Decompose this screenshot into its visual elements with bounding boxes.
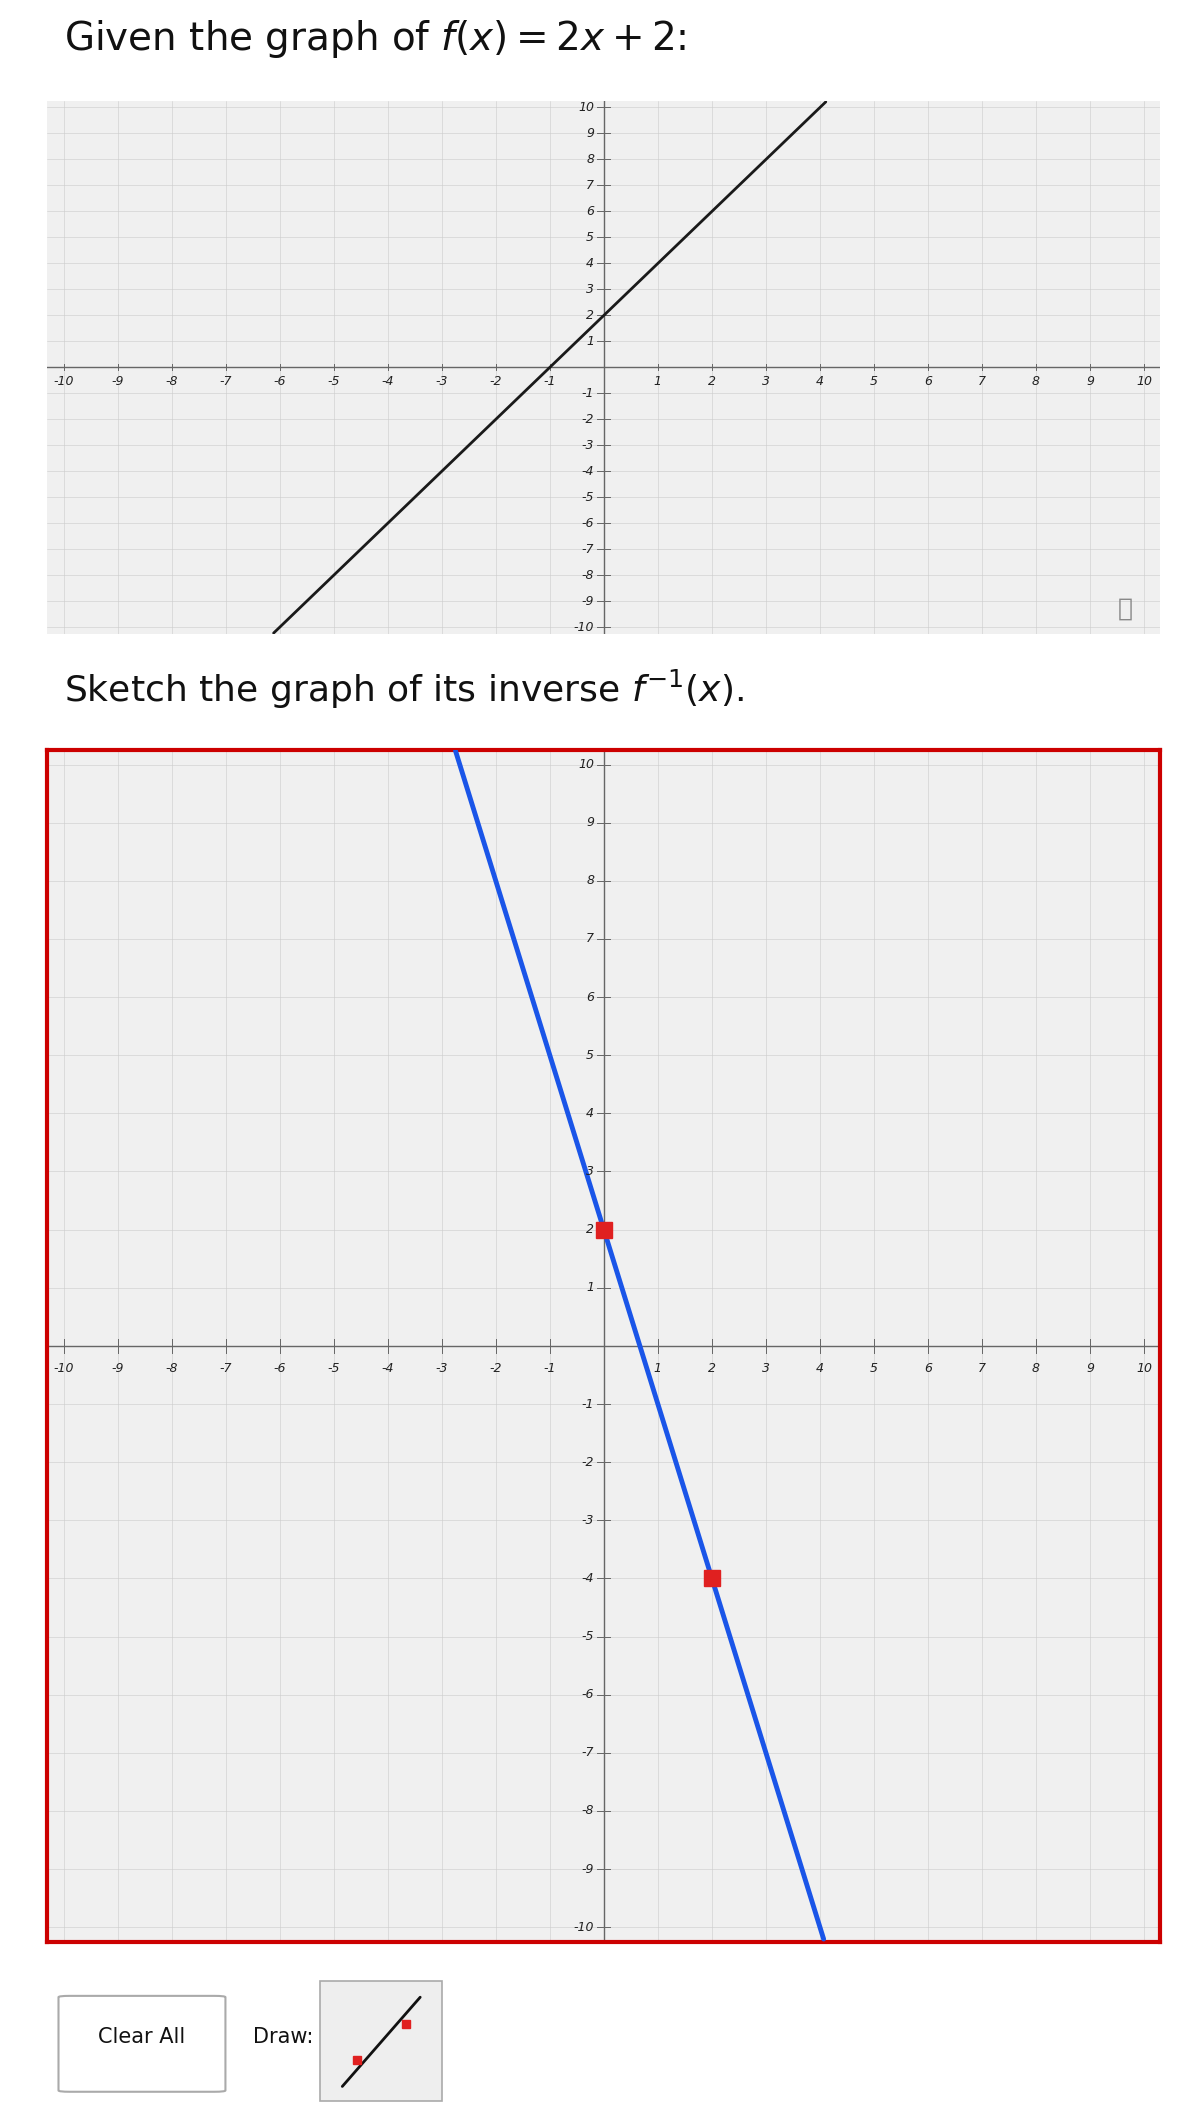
FancyBboxPatch shape [320, 1982, 443, 2100]
Text: -5: -5 [328, 1361, 340, 1376]
Text: -1: -1 [543, 1361, 556, 1376]
Text: -2: -2 [581, 413, 594, 426]
Text: -2: -2 [489, 1361, 502, 1376]
Text: -8: -8 [581, 1804, 594, 1816]
Text: 2: 2 [708, 1361, 716, 1376]
Text: -4: -4 [381, 1361, 394, 1376]
Text: 10: 10 [578, 758, 594, 771]
Text: 6: 6 [586, 205, 594, 218]
Text: Sketch the graph of its inverse $\mathit{f}^{-1}(x)$.: Sketch the graph of its inverse $\mathit… [64, 667, 744, 711]
Text: -6: -6 [274, 1361, 285, 1376]
Text: 6: 6 [924, 375, 932, 387]
Text: 6: 6 [924, 1361, 932, 1376]
Text: 2: 2 [708, 375, 716, 387]
Text: 8: 8 [586, 874, 594, 887]
Text: ⌕: ⌕ [1118, 597, 1132, 620]
Text: -10: -10 [53, 1361, 73, 1376]
Text: -9: -9 [581, 1863, 594, 1876]
Text: 10: 10 [578, 102, 594, 114]
Text: 4: 4 [586, 1107, 594, 1120]
Text: 5: 5 [870, 1361, 879, 1376]
Text: -9: -9 [581, 595, 594, 608]
Text: -9: -9 [111, 1361, 124, 1376]
Text: -5: -5 [581, 491, 594, 504]
Text: -7: -7 [581, 1747, 594, 1759]
Text: -8: -8 [166, 375, 178, 387]
Text: 4: 4 [586, 256, 594, 269]
Text: -5: -5 [581, 1630, 594, 1643]
Text: -10: -10 [53, 375, 73, 387]
Text: 1: 1 [586, 334, 594, 347]
Text: 6: 6 [586, 991, 594, 1003]
Text: -7: -7 [219, 1361, 232, 1376]
Text: -1: -1 [543, 375, 556, 387]
Text: Given the graph of $f(x) = 2x + 2$:: Given the graph of $f(x) = 2x + 2$: [64, 17, 687, 59]
Text: -7: -7 [219, 375, 232, 387]
Text: -4: -4 [381, 375, 394, 387]
Text: -3: -3 [436, 1361, 448, 1376]
Text: -6: -6 [581, 1687, 594, 1702]
Text: 7: 7 [978, 375, 986, 387]
Text: 10: 10 [1137, 375, 1152, 387]
Text: -3: -3 [581, 438, 594, 451]
Text: 3: 3 [762, 375, 770, 387]
Text: 7: 7 [978, 1361, 986, 1376]
Text: 2: 2 [586, 309, 594, 322]
Text: -6: -6 [274, 375, 285, 387]
Text: 5: 5 [586, 231, 594, 243]
Text: 10: 10 [1137, 1361, 1152, 1376]
Text: -3: -3 [581, 1514, 594, 1526]
Text: 4: 4 [816, 375, 824, 387]
Text: 1: 1 [654, 1361, 662, 1376]
Text: 5: 5 [870, 375, 879, 387]
Text: -9: -9 [111, 375, 124, 387]
Text: 3: 3 [586, 284, 594, 296]
Text: 3: 3 [586, 1164, 594, 1177]
Text: 7: 7 [586, 180, 594, 193]
FancyBboxPatch shape [58, 1996, 225, 2092]
Text: -10: -10 [573, 1920, 594, 1933]
Text: -7: -7 [581, 542, 594, 557]
Text: -10: -10 [573, 620, 594, 633]
Text: 8: 8 [1032, 375, 1040, 387]
Text: 2: 2 [586, 1224, 594, 1236]
Text: 8: 8 [1032, 1361, 1040, 1376]
Text: 9: 9 [586, 127, 594, 140]
Text: -8: -8 [166, 1361, 178, 1376]
Text: -8: -8 [581, 569, 594, 582]
Text: 9: 9 [1086, 375, 1094, 387]
Text: 8: 8 [586, 152, 594, 165]
Text: Clear All: Clear All [98, 2028, 186, 2047]
Text: 9: 9 [1086, 1361, 1094, 1376]
Text: 5: 5 [586, 1048, 594, 1063]
Text: -6: -6 [581, 517, 594, 529]
Text: 3: 3 [762, 1361, 770, 1376]
Text: -4: -4 [581, 466, 594, 478]
Text: 1: 1 [586, 1281, 594, 1293]
Text: -1: -1 [581, 387, 594, 400]
Text: 9: 9 [586, 817, 594, 830]
Text: 7: 7 [586, 931, 594, 946]
Text: -1: -1 [581, 1397, 594, 1410]
Text: -5: -5 [328, 375, 340, 387]
Text: -3: -3 [436, 375, 448, 387]
Text: -2: -2 [489, 375, 502, 387]
Text: -4: -4 [581, 1573, 594, 1586]
Text: Draw:: Draw: [253, 2028, 314, 2047]
Text: 4: 4 [816, 1361, 824, 1376]
Text: 1: 1 [654, 375, 662, 387]
Text: -2: -2 [581, 1456, 594, 1469]
